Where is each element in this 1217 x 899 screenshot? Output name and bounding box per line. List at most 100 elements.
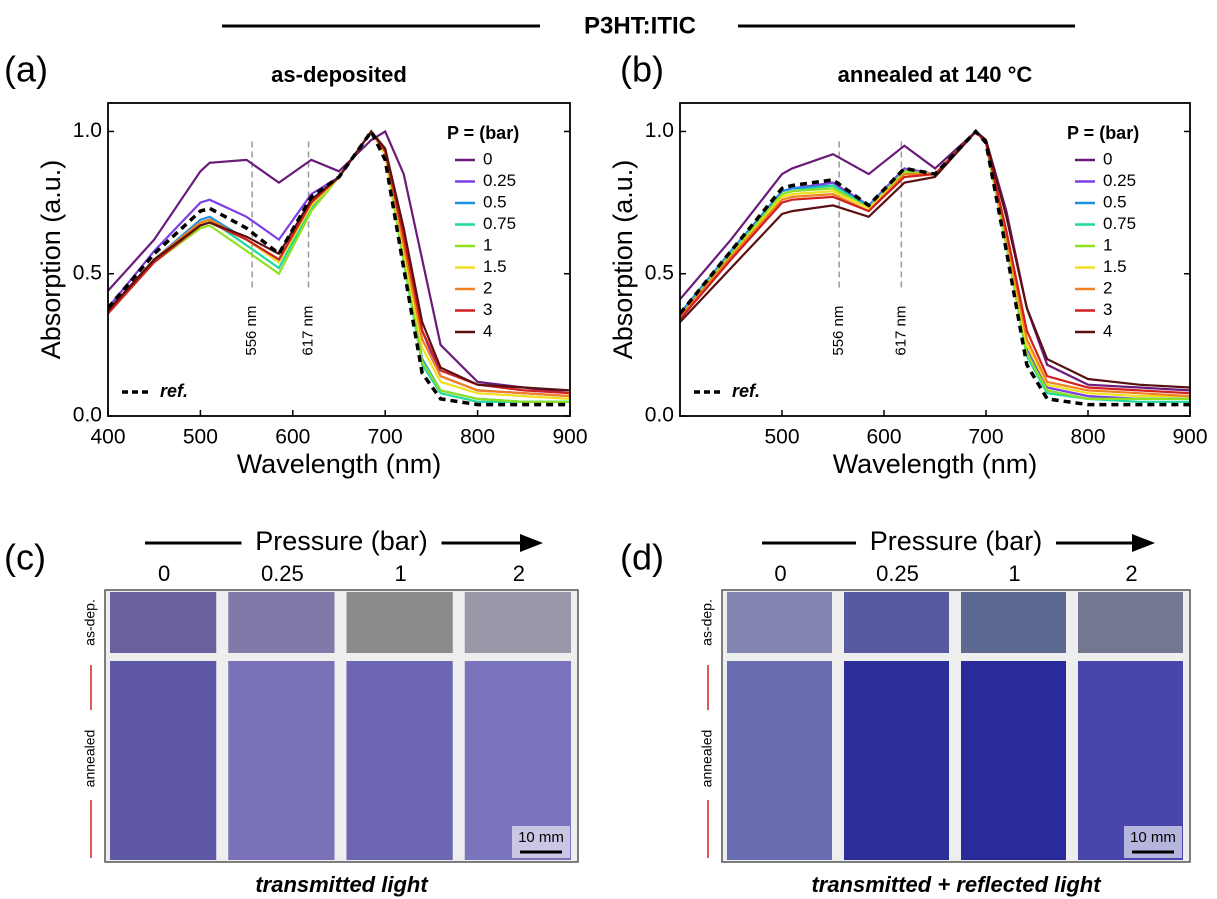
pressure-label: Pressure (bar) [870, 526, 1043, 556]
scale-label: 10 mm [1130, 829, 1176, 846]
sample-bottom [961, 661, 1066, 860]
row-label: annealed [82, 730, 98, 788]
arrow-head [1132, 534, 1155, 552]
row-label: as-dep. [699, 599, 715, 646]
legend-label: 2 [483, 278, 492, 297]
legend-label: ref. [732, 381, 760, 401]
legend-title: P = (bar) [447, 123, 519, 143]
panel-label: (a) [4, 49, 48, 90]
x-tick-label: 900 [1172, 426, 1207, 449]
series-line [680, 128, 1190, 407]
plot-frame [107, 102, 571, 417]
legend-label: 0.75 [1103, 214, 1136, 233]
column-label: 1 [395, 561, 407, 586]
x-tick-label: 400 [90, 426, 125, 449]
y-axis-label: Absorption (a.u.) [608, 160, 638, 360]
x-axis-label: Wavelength (nm) [237, 449, 442, 479]
column-label: 0.25 [876, 561, 919, 586]
annotation-label: 556 nm [243, 306, 260, 356]
legend-label: 0.5 [1103, 192, 1127, 211]
sample-bottom [727, 661, 832, 860]
legend-label: 4 [483, 321, 492, 340]
sample-top [464, 592, 571, 653]
x-tick-label: 800 [1070, 426, 1105, 449]
annotation-gap [243, 290, 262, 371]
legend-label: ref. [160, 381, 188, 401]
column-label: 0.25 [261, 561, 304, 586]
legend-label: 0.5 [483, 192, 507, 211]
figure-title: P3HT:ITIC [584, 12, 696, 39]
legend-label: 1 [483, 235, 492, 254]
legend-label: 1.5 [483, 257, 507, 276]
panel-label: (d) [620, 537, 664, 578]
pressure-label: Pressure (bar) [255, 526, 428, 556]
legend-label: 3 [483, 300, 492, 319]
y-axis-label: Absorption (a.u.) [36, 160, 66, 360]
y-tick-label: 1.0 [73, 119, 102, 142]
x-axis-label: Wavelength (nm) [833, 449, 1038, 479]
x-tick-label: 700 [968, 426, 1003, 449]
y-tick-label: 0.0 [645, 404, 674, 427]
column-label: 0 [774, 561, 786, 586]
sample-bottom [228, 661, 335, 860]
column-label: 2 [1125, 561, 1137, 586]
legend-label: 1 [1103, 235, 1112, 254]
x-tick-label: 600 [866, 426, 901, 449]
plot-frame [679, 102, 1191, 417]
series-line [108, 128, 570, 407]
column-label: 1 [1008, 561, 1020, 586]
legend-label: 0.25 [1103, 171, 1136, 190]
sample-top [346, 592, 453, 653]
sample-top [961, 592, 1066, 653]
row-label: annealed [699, 730, 715, 788]
photo-caption: transmitted + reflected light [811, 872, 1102, 897]
x-tick-label: 700 [368, 426, 403, 449]
legend-label: 1.5 [1103, 257, 1127, 276]
column-label: 2 [513, 561, 525, 586]
row-label: as-dep. [82, 599, 98, 646]
legend-label: 0 [483, 149, 492, 168]
panel-label: (b) [620, 49, 664, 90]
y-tick-label: 0.5 [645, 261, 674, 284]
legend-title: P = (bar) [1067, 123, 1139, 143]
x-tick-label: 500 [764, 426, 799, 449]
sample-top [228, 592, 335, 653]
photo-caption: transmitted light [255, 872, 429, 897]
sample-top [110, 592, 217, 653]
series-line [680, 130, 1190, 392]
annotation-label: 617 nm [892, 306, 909, 356]
legend-label: 4 [1103, 321, 1112, 340]
column-label: 0 [158, 561, 170, 586]
annotation-label: 556 nm [830, 306, 847, 356]
y-tick-label: 0.5 [73, 261, 102, 284]
x-tick-label: 500 [183, 426, 218, 449]
sample-top [844, 592, 949, 653]
y-tick-label: 1.0 [645, 119, 674, 142]
sample-top [727, 592, 832, 653]
legend-label: 3 [1103, 300, 1112, 319]
annotation-gap [892, 290, 911, 371]
annotation-gap [830, 290, 849, 371]
series-line [680, 129, 1190, 389]
annotation-label: 617 nm [299, 306, 316, 356]
legend-label: 2 [1103, 278, 1112, 297]
scale-label: 10 mm [518, 829, 564, 846]
sample-bottom [346, 661, 453, 860]
legend-label: 0.75 [483, 214, 516, 233]
chart-title: annealed at 140 °C [838, 62, 1033, 87]
panel-label: (c) [4, 537, 46, 578]
chart-title: as-deposited [271, 62, 407, 87]
arrow-head [520, 534, 543, 552]
sample-bottom [110, 661, 217, 860]
legend-label: 0 [1103, 149, 1112, 168]
legend-label: 0.25 [483, 171, 516, 190]
x-tick-label: 900 [552, 426, 587, 449]
sample-top [1078, 592, 1183, 653]
x-tick-label: 800 [460, 426, 495, 449]
annotation-gap [299, 290, 318, 371]
x-tick-label: 600 [275, 426, 310, 449]
y-tick-label: 0.0 [73, 404, 102, 427]
sample-bottom [844, 661, 949, 860]
